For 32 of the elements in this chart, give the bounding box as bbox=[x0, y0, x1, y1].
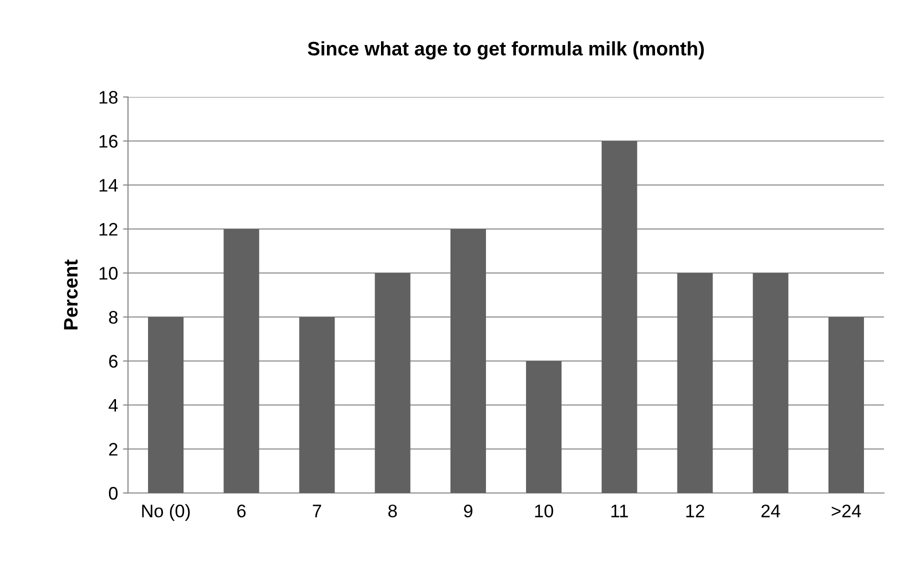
bar bbox=[374, 273, 410, 493]
bar bbox=[602, 141, 638, 493]
bar bbox=[526, 361, 562, 493]
y-tick-label: 6 bbox=[109, 354, 118, 368]
y-tick-label: 10 bbox=[100, 266, 118, 280]
y-tick-label: 0 bbox=[108, 486, 118, 500]
chart-title: Since what age to get formula milk (month) bbox=[308, 41, 704, 60]
bar bbox=[450, 229, 486, 493]
x-tick-label: 7 bbox=[312, 504, 322, 518]
bar bbox=[677, 273, 713, 493]
y-tick-label: 14 bbox=[100, 179, 118, 192]
x-tick-label: 11 bbox=[611, 504, 628, 518]
x-tick-label: 6 bbox=[237, 504, 246, 518]
x-tick-label: 12 bbox=[686, 504, 704, 518]
y-tick-label: 12 bbox=[100, 222, 118, 236]
x-tick-label: >24 bbox=[832, 504, 861, 518]
y-tick-label: 16 bbox=[100, 134, 118, 148]
x-tick-label: No (0) bbox=[142, 504, 190, 521]
x-tick-label: 10 bbox=[535, 504, 554, 518]
x-tick-label: 8 bbox=[388, 504, 397, 518]
y-axis-title: Percent bbox=[64, 260, 78, 330]
bar bbox=[752, 273, 788, 493]
y-tick-label: 2 bbox=[109, 442, 118, 456]
bar bbox=[828, 317, 864, 493]
y-tick-label: 8 bbox=[109, 310, 118, 324]
bar bbox=[299, 317, 335, 493]
y-tick-label: 18 bbox=[100, 90, 118, 104]
bar bbox=[148, 317, 184, 493]
x-tick-label: 9 bbox=[464, 504, 472, 518]
bar bbox=[224, 229, 260, 493]
x-tick-label: 24 bbox=[761, 504, 780, 518]
y-tick-label: 4 bbox=[108, 399, 118, 412]
